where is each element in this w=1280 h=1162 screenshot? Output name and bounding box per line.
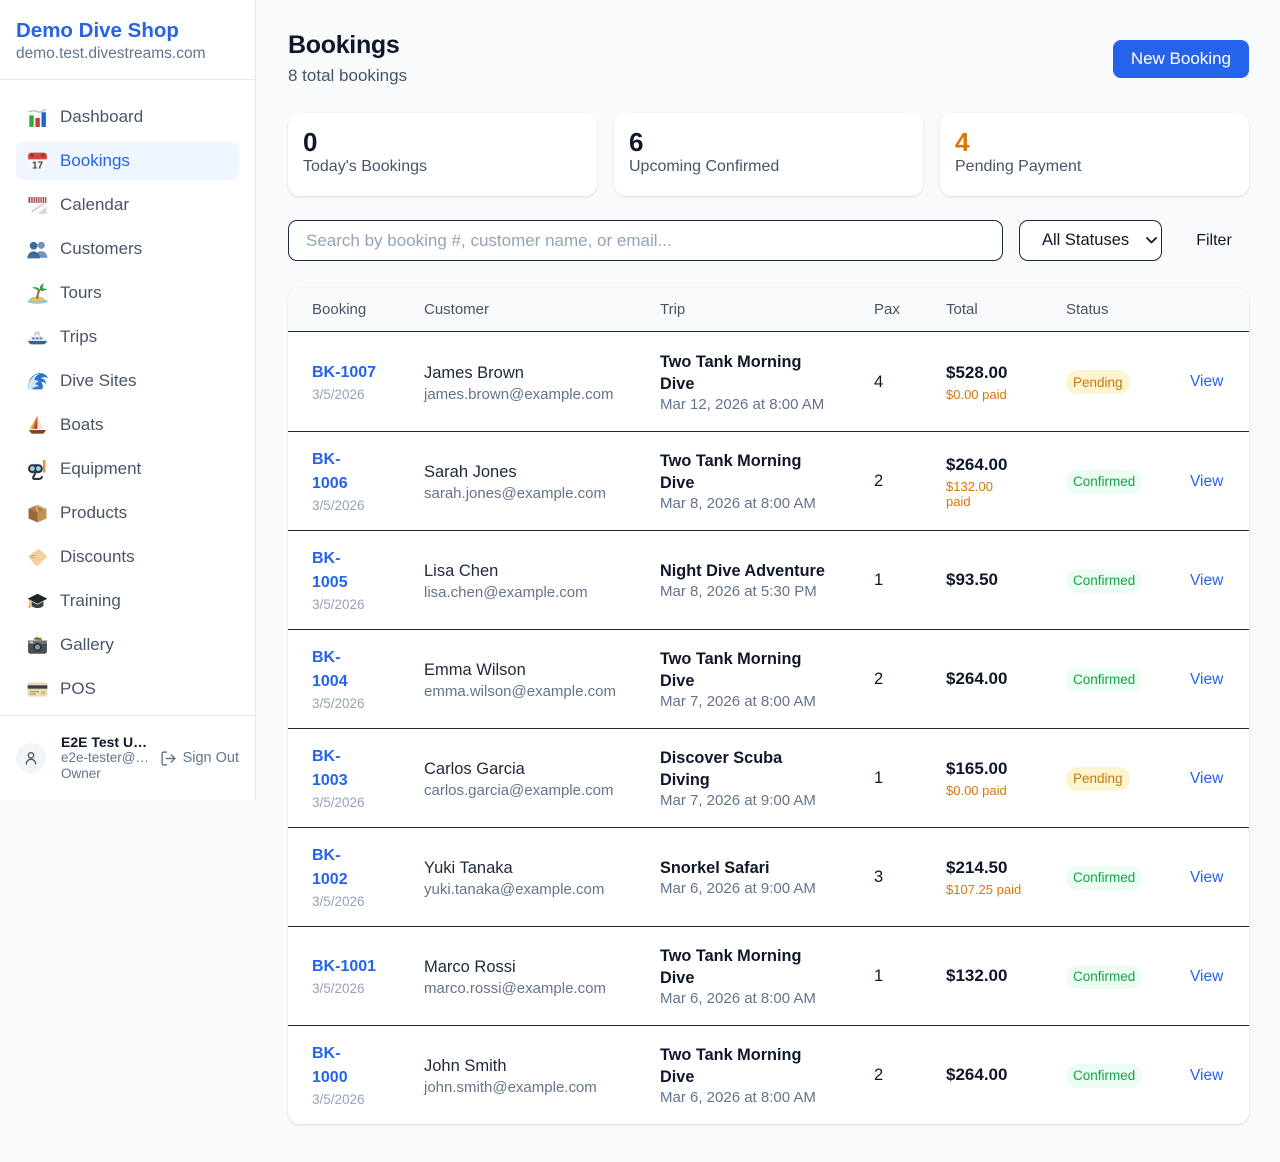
svg-text:17: 17	[32, 160, 44, 171]
